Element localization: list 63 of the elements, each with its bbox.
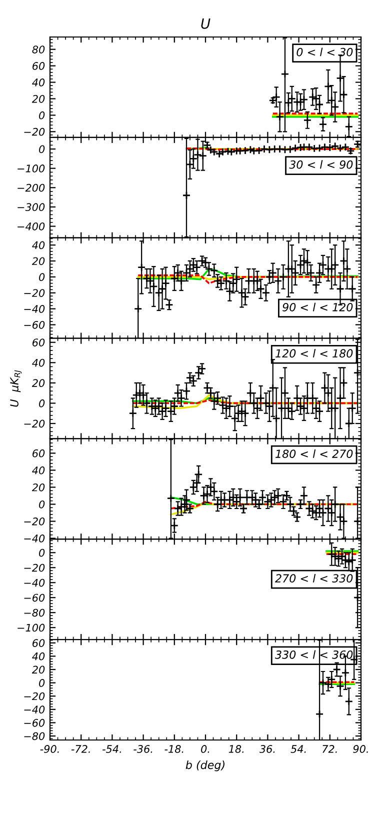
annotation: 120 < l < 180 (276, 348, 353, 358)
y-tick-label: 0 (39, 273, 45, 282)
y-tick-label: 40 (32, 466, 45, 474)
y-tick-label: 60 (32, 639, 45, 648)
y-tick-label: 40 (32, 652, 45, 660)
y-tick-label: −20 (24, 564, 45, 572)
annotation: 180 < l < 270 (276, 449, 353, 458)
y-tick-label: 0 (39, 399, 45, 408)
x-tick-label: -18. (164, 745, 184, 753)
x-tick-label: 72. (322, 745, 337, 753)
y-tick-label: −40 (24, 578, 45, 587)
annotation: 270 < l < 330 (275, 574, 353, 583)
y-tick-label: 40 (32, 358, 45, 367)
y-tick-label: −40 (24, 534, 45, 542)
y-tick-label: −60 (24, 320, 45, 329)
y-tick-label: 20 (32, 257, 45, 266)
y-tick-label: 20 (32, 666, 45, 674)
y-tick-label: 60 (32, 449, 45, 458)
x-tick-label: -72. (71, 745, 90, 753)
y-tick-label: 0 (39, 679, 45, 687)
x-tick-label: -54. (102, 745, 121, 753)
x-tick-label: 0. (201, 745, 210, 753)
x-axis-title: b (deg) (186, 760, 224, 772)
y-tick-label: −40 (24, 706, 45, 714)
y-tick-label: 20 (32, 94, 45, 103)
y-tick-label: 60 (32, 338, 45, 346)
chart-title: U (201, 18, 210, 29)
y-tick-label: −60 (24, 594, 45, 602)
annotation: 90 < l < 120 (282, 302, 353, 312)
annotation: 0 < l < 30 (296, 48, 353, 56)
y-tick-label: −60 (24, 718, 45, 727)
y-tick-label: −20 (24, 517, 45, 526)
x-tick-label: 90. (353, 745, 368, 753)
x-tick-label: 18. (228, 745, 244, 753)
y-tick-label: −80 (24, 732, 45, 740)
annotation: 330 < l < 360 (275, 650, 353, 659)
y-tick-label: 0 (39, 548, 45, 557)
y-tick-label: −80 (24, 608, 45, 617)
x-tick-label: -36. (134, 745, 152, 753)
y-tick-label: −20 (24, 128, 45, 136)
y-tick-label: −100 (18, 164, 45, 172)
y-tick-label: 60 (32, 62, 45, 70)
y-tick-label: −300 (18, 203, 45, 212)
y-tick-label: 20 (32, 483, 45, 492)
y-tick-label: −40 (24, 305, 45, 313)
x-tick-label: 36. (259, 745, 275, 753)
y-tick-label: −200 (18, 184, 45, 192)
y-tick-label: 20 (32, 379, 45, 388)
y-tick-label: −20 (24, 420, 45, 428)
annotation: 30 < l < 90 (289, 160, 353, 169)
x-tick-label: 54. (290, 745, 306, 753)
y-tick-label: −20 (24, 289, 45, 297)
y-tick-label: 0 (39, 111, 45, 120)
y-axis-title: U μK$_{RJ}$ (10, 370, 22, 407)
y-tick-label: 40 (32, 241, 45, 250)
y-tick-label: −100 (18, 624, 45, 632)
y-tick-label: 40 (32, 78, 45, 86)
y-tick-label: −20 (24, 692, 45, 700)
y-tick-label: 0 (39, 500, 45, 508)
x-tick-label: -90. (40, 745, 59, 753)
y-tick-label: 0 (39, 145, 45, 154)
y-tick-label: −400 (18, 222, 45, 230)
y-tick-label: 80 (32, 46, 45, 54)
